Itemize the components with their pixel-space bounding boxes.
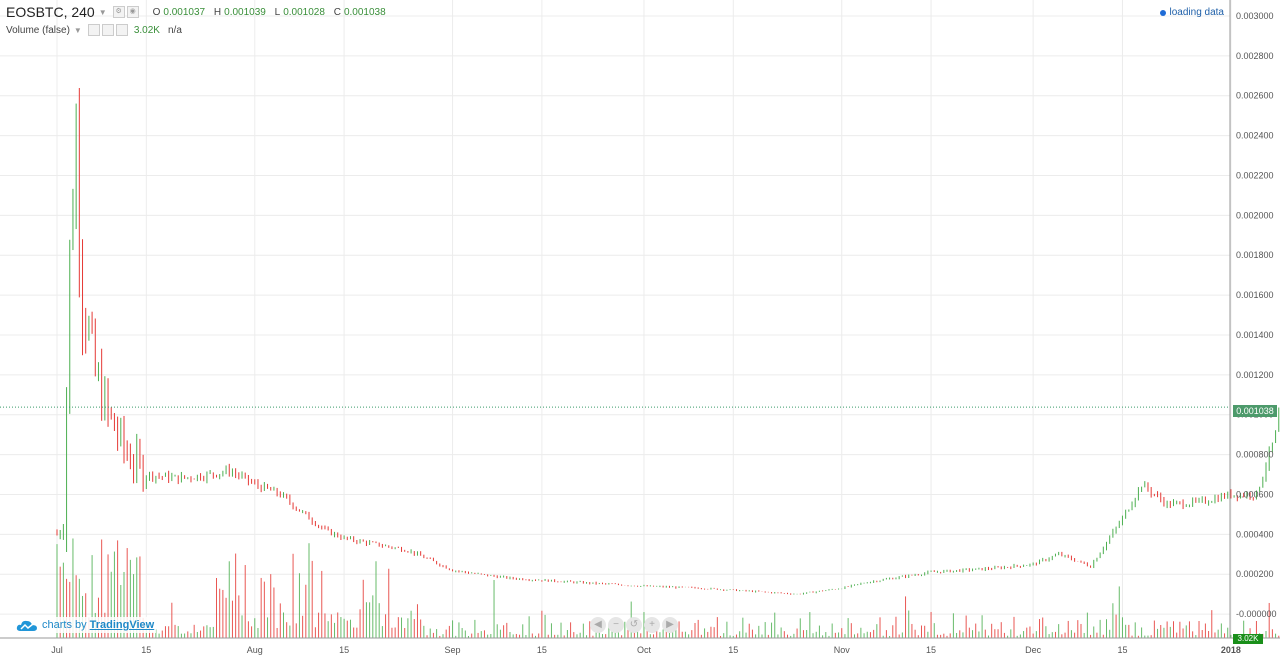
low-value: 0.001028 — [283, 6, 325, 18]
current-price-label: 0.001038 — [1233, 405, 1277, 417]
price-axis-label: 0.002000 — [1236, 210, 1274, 220]
time-axis-label: 15 — [339, 645, 349, 655]
zoom-out-icon[interactable]: − — [608, 617, 624, 633]
volume-value: 3.02K — [133, 24, 160, 36]
open-value: 0.001037 — [163, 6, 206, 18]
volume-bars — [56, 538, 1280, 638]
volume-legend[interactable]: Volume (false) ▼ 3.02K n/a — [6, 24, 182, 36]
price-axis-label: 0.001200 — [1236, 370, 1274, 380]
settings-icon[interactable]: ⚙ — [112, 6, 125, 18]
price-axis-label: 0.002600 — [1236, 91, 1274, 101]
time-axis-label: 15 — [926, 645, 936, 655]
chevron-down-icon[interactable]: ▼ — [98, 7, 107, 17]
price-axis-label: 0.003000 — [1236, 11, 1274, 21]
open-label: O — [152, 6, 161, 18]
symbol-title[interactable]: EOSBTC, 240 — [6, 4, 95, 20]
time-axis-label: 15 — [537, 645, 547, 655]
loading-indicator: loading data — [1159, 7, 1225, 18]
price-axis-label: 0.001600 — [1236, 290, 1274, 300]
price-series — [56, 88, 1280, 595]
low-label: L — [274, 6, 281, 18]
cloud-icon — [16, 620, 37, 631]
scroll-right-icon[interactable]: ▶ — [662, 617, 678, 633]
time-axis-label: 15 — [1117, 645, 1127, 655]
close-icon[interactable] — [115, 24, 128, 36]
branding-prefix: charts by — [42, 619, 87, 631]
time-axis-label: 15 — [728, 645, 738, 655]
time-axis-label: Oct — [637, 645, 652, 655]
hide-icon[interactable] — [87, 24, 100, 36]
high-label: H — [213, 6, 222, 18]
tradingview-branding[interactable]: charts by TradingView — [14, 617, 157, 633]
close-label: C — [333, 6, 341, 18]
price-axis-label: 0.002200 — [1236, 170, 1274, 180]
price-axis-label: 0.000600 — [1236, 489, 1274, 499]
price-axis-label: 0.002800 — [1236, 51, 1274, 61]
time-axis-label: 15 — [141, 645, 151, 655]
chart-grid — [0, 0, 1232, 638]
price-axis-label: 0.000800 — [1236, 450, 1274, 460]
time-axis-label: Nov — [834, 645, 851, 655]
volume-na: n/a — [167, 24, 182, 36]
price-axis-label: 0.000200 — [1236, 569, 1274, 579]
time-axis-label: Dec — [1025, 645, 1042, 655]
price-axis-label: -0.000000 — [1236, 609, 1277, 619]
hide-icon[interactable]: ◉ — [126, 6, 139, 18]
price-axis-label: 0.001400 — [1236, 330, 1274, 340]
time-axis-label: Aug — [247, 645, 263, 655]
price-axis-label: 0.002400 — [1236, 131, 1274, 141]
navigation-controls: ◀ − ↺ + ▶ — [590, 617, 678, 633]
zoom-in-icon[interactable]: + — [644, 617, 660, 633]
time-axis-label: Jul — [51, 645, 63, 655]
ohlc-values: O 0.001037 H 0.001039 L 0.001028 C 0.001038 — [153, 7, 392, 18]
price-axis-label: 0.000400 — [1236, 529, 1274, 539]
time-axis-label: Sep — [445, 645, 461, 655]
price-axis-label: 0.001800 — [1236, 250, 1274, 260]
scroll-left-icon[interactable]: ◀ — [590, 617, 606, 633]
loading-text: loading data — [1169, 7, 1225, 18]
close-value: 0.001038 — [343, 6, 386, 18]
reset-icon[interactable]: ↺ — [626, 617, 642, 633]
volume-label[interactable]: Volume (false) — [6, 24, 70, 36]
time-axis-label: 2018 — [1221, 645, 1241, 655]
tradingview-link[interactable]: TradingView — [89, 619, 155, 631]
chevron-down-icon[interactable]: ▼ — [73, 25, 82, 35]
high-value: 0.001039 — [224, 6, 266, 18]
status-dot-icon — [1159, 9, 1166, 16]
settings-icon[interactable] — [101, 24, 114, 36]
current-volume-label: 3.02K — [1233, 634, 1263, 644]
